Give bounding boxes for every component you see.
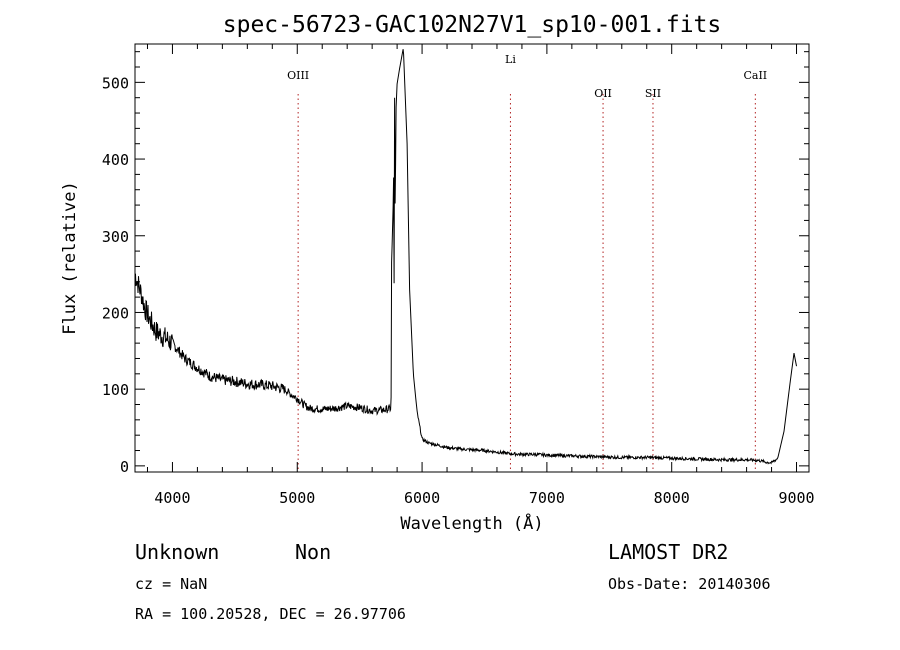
x-tick-label: 5000 [279,489,315,507]
chart-title: spec-56723-GAC102N27V1_sp10-001.fits [223,12,722,38]
y-axis-label: Flux (relative) [60,181,80,335]
line-marker-label: SII [645,87,661,100]
x-tick-label: 6000 [404,489,440,507]
y-tick-label: 400 [102,151,129,169]
y-tick-label: 0 [120,458,129,476]
y-tick-label: 200 [102,304,129,322]
x-tick-label: 8000 [654,489,690,507]
redshift-cz: cz = NaN [135,575,207,593]
x-tick-label: 9000 [778,489,814,507]
plot-frame [134,43,810,473]
x-tick-label: 7000 [529,489,565,507]
line-marker-label: OIII [287,69,309,82]
obs-date: Obs-Date: 20140306 [608,575,771,593]
survey-name: LAMOST DR2 [608,540,728,564]
ra-dec: RA = 100.20528, DEC = 26.97706 [135,605,406,623]
y-tick-label: 300 [102,228,129,246]
spectrum-line [135,49,797,465]
y-tick-label: 100 [102,381,129,399]
line-marker-label: OII [594,87,612,100]
x-tick-label: 4000 [154,489,190,507]
object-subclass: Non [295,540,331,564]
x-axis-label: Wavelength (Å) [400,512,543,534]
line-marker-label: CaII [743,69,767,82]
y-tick-label: 500 [102,74,129,92]
line-marker-label: Li [505,53,516,66]
object-type: Unknown [135,540,219,564]
